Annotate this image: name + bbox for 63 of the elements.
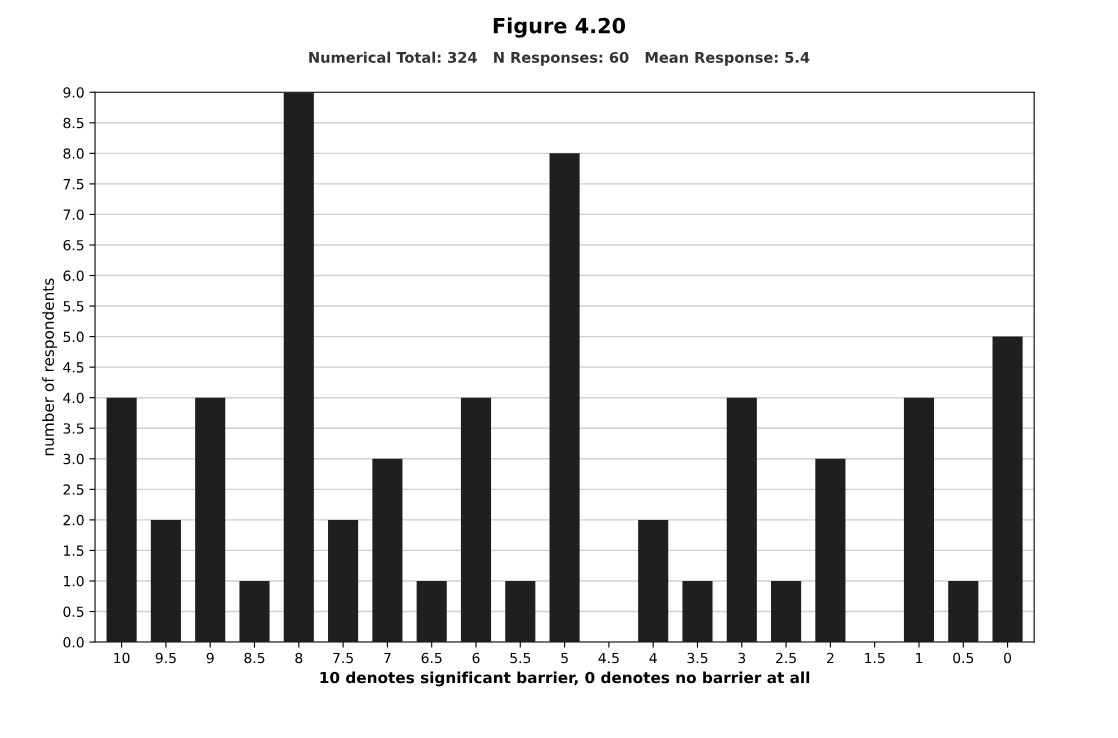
y-tick-label: 0.0 xyxy=(63,637,84,648)
y-tick-label: 2.0 xyxy=(63,514,84,526)
bar xyxy=(815,458,846,643)
bar xyxy=(948,580,979,643)
y-tick-label: 0.5 xyxy=(63,606,84,617)
y-tick-label: 1.5 xyxy=(64,545,84,556)
y-tick-label: 8.5 xyxy=(63,117,84,129)
bar xyxy=(283,92,314,643)
x-tick-label: 6.5 xyxy=(421,652,442,664)
bar xyxy=(549,153,580,643)
y-tick-label: 3.5 xyxy=(63,423,84,434)
bar xyxy=(460,397,492,643)
y-tick-label: 2.5 xyxy=(63,484,84,495)
bar xyxy=(682,580,713,643)
y-tick-label: 4.0 xyxy=(63,392,84,404)
x-tick-label: 1.5 xyxy=(865,652,885,664)
x-tick-label: 10 xyxy=(114,652,130,664)
bar xyxy=(239,580,270,643)
x-tick-label: 9.5 xyxy=(155,652,176,664)
x-tick-label: 0.5 xyxy=(953,652,974,664)
x-tick-label: 5.5 xyxy=(510,652,531,664)
bar xyxy=(505,580,536,643)
chart-subtitle: Numerical Total: 324 N Responses: 60 Mean Response: 5.4 xyxy=(309,51,810,66)
y-tick-label: 5.0 xyxy=(63,331,84,343)
bar xyxy=(372,458,403,643)
y-tick-label: 5.5 xyxy=(63,301,84,312)
bar xyxy=(195,397,226,643)
bar xyxy=(638,519,669,643)
bar xyxy=(150,519,181,643)
x-tick-label: 2 xyxy=(826,652,834,664)
y-axis-title: number of respondents xyxy=(42,278,57,456)
x-tick-label: 1 xyxy=(916,652,923,664)
bar xyxy=(992,336,1023,643)
bar xyxy=(726,397,757,643)
x-tick-label: 7 xyxy=(384,652,391,664)
y-tick-label: 9.0 xyxy=(63,87,84,98)
x-tick-label: 6 xyxy=(472,652,480,664)
x-tick-label: 7.5 xyxy=(333,652,353,664)
y-tick-label: 6.0 xyxy=(63,270,84,281)
bar xyxy=(416,580,447,643)
x-axis-title: 10 denotes significant barrier, 0 denotes no barrier at all xyxy=(320,671,810,687)
y-tick-label: 7.0 xyxy=(63,209,84,220)
y-tick-label: 8.0 xyxy=(63,148,84,159)
chart-title: Figure 4.20 xyxy=(493,17,626,38)
x-tick-label: 8.5 xyxy=(244,652,265,664)
x-tick-label: 4 xyxy=(649,652,657,664)
x-tick-label: 2.5 xyxy=(776,652,796,664)
x-tick-label: 9 xyxy=(206,652,214,664)
y-tick-label: 6.5 xyxy=(63,239,84,251)
x-tick-label: 0 xyxy=(1004,652,1012,664)
y-tick-label: 4.5 xyxy=(63,362,84,373)
x-tick-label: 8 xyxy=(295,652,303,664)
bar xyxy=(903,397,935,643)
bar xyxy=(328,519,359,643)
y-tick-label: 3.0 xyxy=(63,453,84,465)
x-tick-label: 3 xyxy=(738,652,746,664)
bar xyxy=(106,397,137,643)
x-tick-label: 5 xyxy=(561,652,568,664)
x-tick-label: 3.5 xyxy=(687,652,708,664)
x-tick-label: 4.5 xyxy=(598,652,619,664)
bar xyxy=(771,580,802,643)
y-tick-label: 1.0 xyxy=(64,575,84,587)
y-tick-label: 7.5 xyxy=(63,179,84,190)
